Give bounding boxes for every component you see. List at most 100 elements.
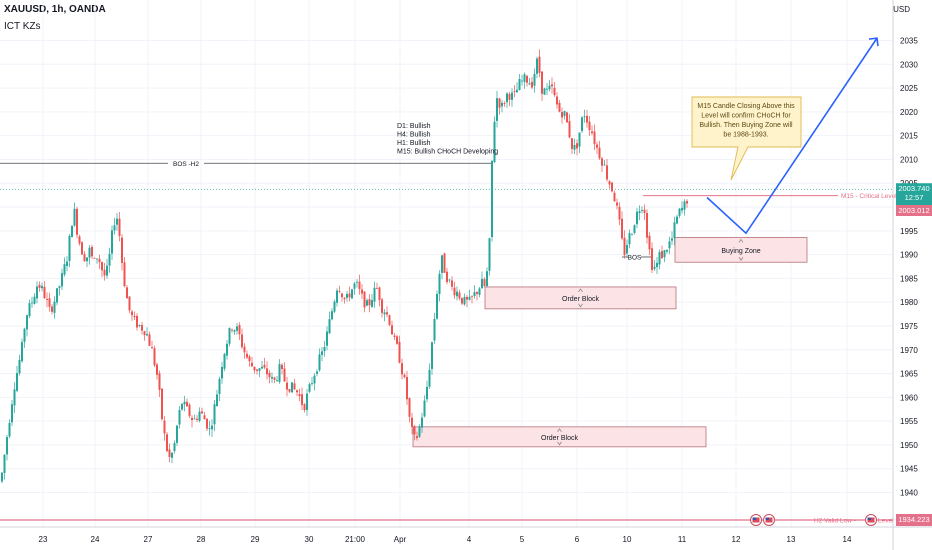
candle-body bbox=[441, 255, 443, 273]
candle-body bbox=[621, 218, 623, 239]
candle-body bbox=[71, 225, 73, 238]
indicator-label[interactable]: ICT KZs bbox=[4, 21, 41, 32]
candle-body bbox=[331, 311, 333, 320]
candle-body bbox=[63, 264, 66, 275]
candle-body bbox=[683, 201, 686, 210]
candle-body bbox=[648, 235, 651, 250]
candle-body bbox=[548, 85, 551, 90]
candle-body bbox=[161, 388, 163, 420]
candle-body bbox=[296, 390, 298, 393]
y-tick-label: 1965 bbox=[900, 370, 918, 379]
candle-body bbox=[33, 296, 36, 304]
callout-bubble[interactable] bbox=[691, 96, 802, 181]
economic-event-icon[interactable] bbox=[750, 514, 762, 526]
candle-body bbox=[306, 393, 308, 411]
candle-body bbox=[501, 102, 503, 107]
candle-body bbox=[686, 201, 688, 204]
candle-body bbox=[218, 378, 221, 394]
candle-body bbox=[628, 233, 631, 245]
candle-body bbox=[561, 111, 563, 118]
candle-body bbox=[221, 366, 223, 379]
candle-body bbox=[153, 348, 156, 366]
levels-layer: BOS -H2 M15 - Critical Level BOS bbox=[0, 161, 897, 521]
zone-rect[interactable] bbox=[412, 426, 707, 448]
level-price-tag-text: 2003.012 bbox=[898, 206, 929, 215]
level-price-tag[interactable] bbox=[896, 205, 932, 216]
projection-path[interactable] bbox=[706, 37, 878, 235]
currency-label[interactable]: USD bbox=[893, 5, 910, 14]
candle-body bbox=[336, 290, 338, 303]
candle-body bbox=[261, 366, 263, 369]
zone-rect[interactable] bbox=[484, 286, 677, 310]
candle-body bbox=[551, 84, 553, 87]
candle-body bbox=[468, 296, 471, 300]
candle-body bbox=[666, 250, 668, 252]
candle-body bbox=[556, 96, 558, 105]
current-price-tag[interactable] bbox=[896, 183, 932, 206]
bias-note-line: H4: Bullish bbox=[397, 132, 431, 139]
candle-body bbox=[618, 206, 621, 220]
candle-body bbox=[116, 218, 118, 225]
candle-body bbox=[413, 426, 416, 435]
candle-body bbox=[126, 287, 128, 299]
bias-note-line: M15: Bullish CHoCH Developing bbox=[397, 149, 498, 156]
candle-body bbox=[196, 418, 198, 420]
bottom-price-tag[interactable] bbox=[896, 514, 932, 526]
candle-body bbox=[91, 246, 93, 257]
zone-rect[interactable] bbox=[674, 237, 808, 263]
candle-body bbox=[38, 284, 41, 288]
candle-body bbox=[476, 292, 478, 294]
candle-body bbox=[391, 325, 393, 335]
candle-body bbox=[423, 400, 426, 417]
candle-body bbox=[128, 296, 131, 311]
candle-body bbox=[446, 271, 448, 283]
critical-level-label: M15 - Critical Level bbox=[841, 193, 897, 200]
candle-body bbox=[228, 328, 231, 344]
bias-note-line: D1: Bullish bbox=[397, 123, 431, 130]
candle-body bbox=[366, 300, 368, 306]
x-tick-label: 12 bbox=[732, 535, 741, 544]
candle-body bbox=[541, 71, 543, 94]
candle-body bbox=[443, 253, 446, 273]
candle-body bbox=[531, 81, 533, 88]
candle-body bbox=[271, 376, 273, 379]
candle-body bbox=[328, 319, 331, 334]
candle-body bbox=[361, 289, 363, 294]
candle-body bbox=[398, 341, 401, 363]
candle-body bbox=[586, 115, 588, 123]
candle-body bbox=[286, 382, 288, 390]
symbol-title[interactable]: XAUUSD, 1h, OANDA bbox=[4, 4, 106, 15]
candle-body bbox=[608, 181, 611, 185]
candle-body bbox=[61, 273, 63, 287]
x-tick-label: 10 bbox=[623, 535, 632, 544]
candle-body bbox=[371, 300, 373, 307]
candle-body bbox=[436, 293, 438, 319]
y-tick-label: 2035 bbox=[900, 37, 918, 46]
candle-body bbox=[416, 436, 418, 439]
candle-body bbox=[426, 386, 428, 400]
candle-body bbox=[588, 121, 591, 131]
candle-body bbox=[76, 208, 78, 235]
x-tick-label: 29 bbox=[251, 535, 260, 544]
candle-body bbox=[11, 404, 13, 423]
candle-body bbox=[631, 234, 633, 236]
candle-body bbox=[246, 353, 248, 358]
zone-down-marker bbox=[557, 441, 562, 446]
x-tick-label: Apr bbox=[394, 535, 407, 544]
candle-body bbox=[143, 331, 146, 336]
x-tick-label: 27 bbox=[144, 535, 153, 544]
candle-body bbox=[281, 364, 283, 370]
economic-event-icon[interactable] bbox=[865, 514, 877, 526]
candle-body bbox=[381, 299, 383, 313]
candle-body bbox=[363, 291, 366, 308]
y-tick-label: 2030 bbox=[900, 60, 918, 69]
y-tick-label: 2020 bbox=[900, 108, 918, 117]
candle-body bbox=[463, 296, 466, 305]
candle-body bbox=[471, 295, 473, 297]
current-price-tag-text: 2003.740 bbox=[898, 184, 929, 193]
candle-body bbox=[543, 88, 546, 95]
economic-event-icon[interactable] bbox=[763, 514, 775, 526]
candle-body bbox=[558, 102, 561, 112]
